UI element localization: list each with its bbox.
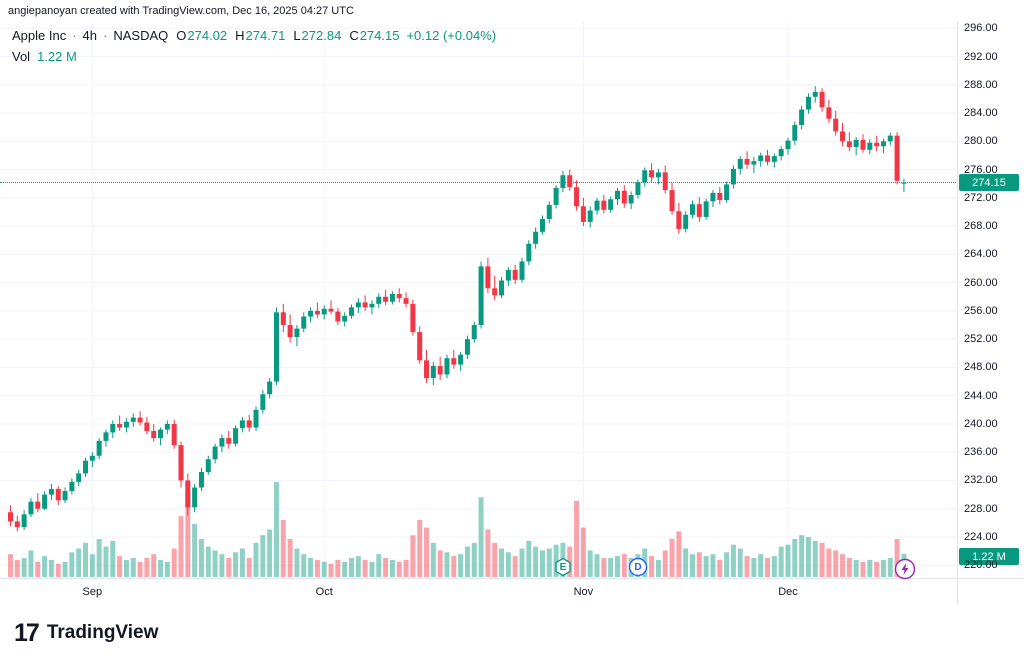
price-axis-label: 268.00 bbox=[964, 220, 998, 233]
price-axis-label: 224.00 bbox=[964, 531, 998, 543]
open-label: O bbox=[176, 28, 187, 43]
price-axis-label: 280.00 bbox=[964, 135, 998, 148]
close-label: C bbox=[349, 28, 359, 43]
time-axis-label: Nov bbox=[573, 586, 594, 598]
price-axis-label: 292.00 bbox=[964, 50, 998, 63]
dividend-circle-icon bbox=[628, 557, 648, 577]
low-group: L272.84 bbox=[293, 28, 341, 44]
chart-legend: Apple Inc · 4h · NASDAQ O274.02 H274.71 … bbox=[12, 28, 496, 65]
price-axis-label: 248.00 bbox=[964, 361, 998, 374]
price-axis-label: 252.00 bbox=[964, 333, 998, 346]
time-axis-label: Dec bbox=[778, 586, 798, 598]
price-axis-label: 284.00 bbox=[964, 107, 998, 120]
dividend-letter: D bbox=[634, 561, 642, 573]
tradingview-mark-icon: 17 bbox=[14, 618, 40, 647]
price-axis-label: 244.00 bbox=[964, 389, 998, 402]
price-axis-label: 296.00 bbox=[964, 22, 998, 35]
high-label: H bbox=[235, 28, 245, 43]
interval-label[interactable]: 4h bbox=[82, 28, 98, 43]
dividend-marker[interactable]: D bbox=[628, 557, 648, 577]
footer-bar: 17 TradingView bbox=[0, 605, 1024, 661]
time-axis-label: Oct bbox=[315, 586, 333, 598]
price-axis-label: 232.00 bbox=[964, 474, 998, 487]
legend-symbol-row: Apple Inc · 4h · NASDAQ O274.02 H274.71 … bbox=[12, 28, 496, 44]
lightning-marker[interactable] bbox=[894, 558, 916, 580]
earnings-marker[interactable]: E bbox=[553, 557, 573, 577]
high-value: 274.71 bbox=[245, 28, 286, 43]
price-axis-label: 236.00 bbox=[964, 446, 998, 459]
price-axis-label: 264.00 bbox=[964, 248, 998, 261]
price-axis[interactable]: 296.00 292.00 288.00 284.00 280.00 276.00 272.… bbox=[962, 22, 1022, 578]
close-value: 274.15 bbox=[359, 28, 400, 43]
price-axis-label: 256.00 bbox=[964, 304, 998, 317]
price-axis-label: 272.00 bbox=[964, 191, 998, 204]
time-axis-divider bbox=[0, 578, 1024, 579]
high-group: H274.71 bbox=[235, 28, 285, 44]
price-axis-label: 240.00 bbox=[964, 417, 998, 430]
chart-area[interactable]: 274.15 1.22 M Apple Inc · 4h · NASDAQ O2… bbox=[0, 22, 1024, 605]
price-axis-label: 220.00 bbox=[964, 559, 998, 572]
volume-layer bbox=[8, 482, 907, 577]
tradingview-logo[interactable]: 17 TradingView bbox=[14, 619, 158, 648]
candlestick-chart[interactable] bbox=[0, 22, 1024, 605]
low-label: L bbox=[293, 28, 301, 43]
open-group: O274.02 bbox=[176, 28, 227, 44]
legend-separator: · bbox=[72, 28, 77, 43]
earnings-hexagon-icon bbox=[555, 557, 571, 577]
legend-separator: · bbox=[103, 28, 108, 43]
price-axis-divider bbox=[957, 22, 958, 605]
change-value: +0.12 (+0.04%) bbox=[406, 28, 497, 43]
low-value: 272.84 bbox=[301, 28, 342, 43]
last-price-line bbox=[0, 182, 956, 183]
tradingview-wordmark: TradingView bbox=[46, 622, 159, 643]
close-group: C274.15 bbox=[349, 28, 399, 44]
price-axis-label: 228.00 bbox=[964, 502, 998, 515]
open-value: 274.02 bbox=[187, 28, 228, 43]
volume-badge: 1.22 M bbox=[959, 548, 1019, 565]
price-axis-label: 276.00 bbox=[964, 163, 998, 176]
earnings-letter: E bbox=[559, 561, 567, 573]
time-axis-label: Sep bbox=[82, 586, 103, 598]
legend-volume-row: Vol 1.22 M bbox=[12, 49, 496, 65]
volume-value: 1.22 M bbox=[37, 49, 77, 64]
last-price-badge: 274.15 bbox=[959, 174, 1019, 191]
attribution-text: angiepanoyan created with TradingView.co… bbox=[8, 5, 354, 17]
symbol-name[interactable]: Apple Inc bbox=[12, 28, 67, 43]
exchange-label: NASDAQ bbox=[113, 28, 169, 43]
candles-layer bbox=[8, 86, 907, 532]
price-axis-label: 260.00 bbox=[964, 276, 998, 289]
attribution-bar: angiepanoyan created with TradingView.co… bbox=[0, 0, 1024, 22]
lightning-icon bbox=[894, 558, 916, 580]
price-axis-label: 288.00 bbox=[964, 78, 998, 91]
volume-label: Vol bbox=[12, 49, 31, 64]
